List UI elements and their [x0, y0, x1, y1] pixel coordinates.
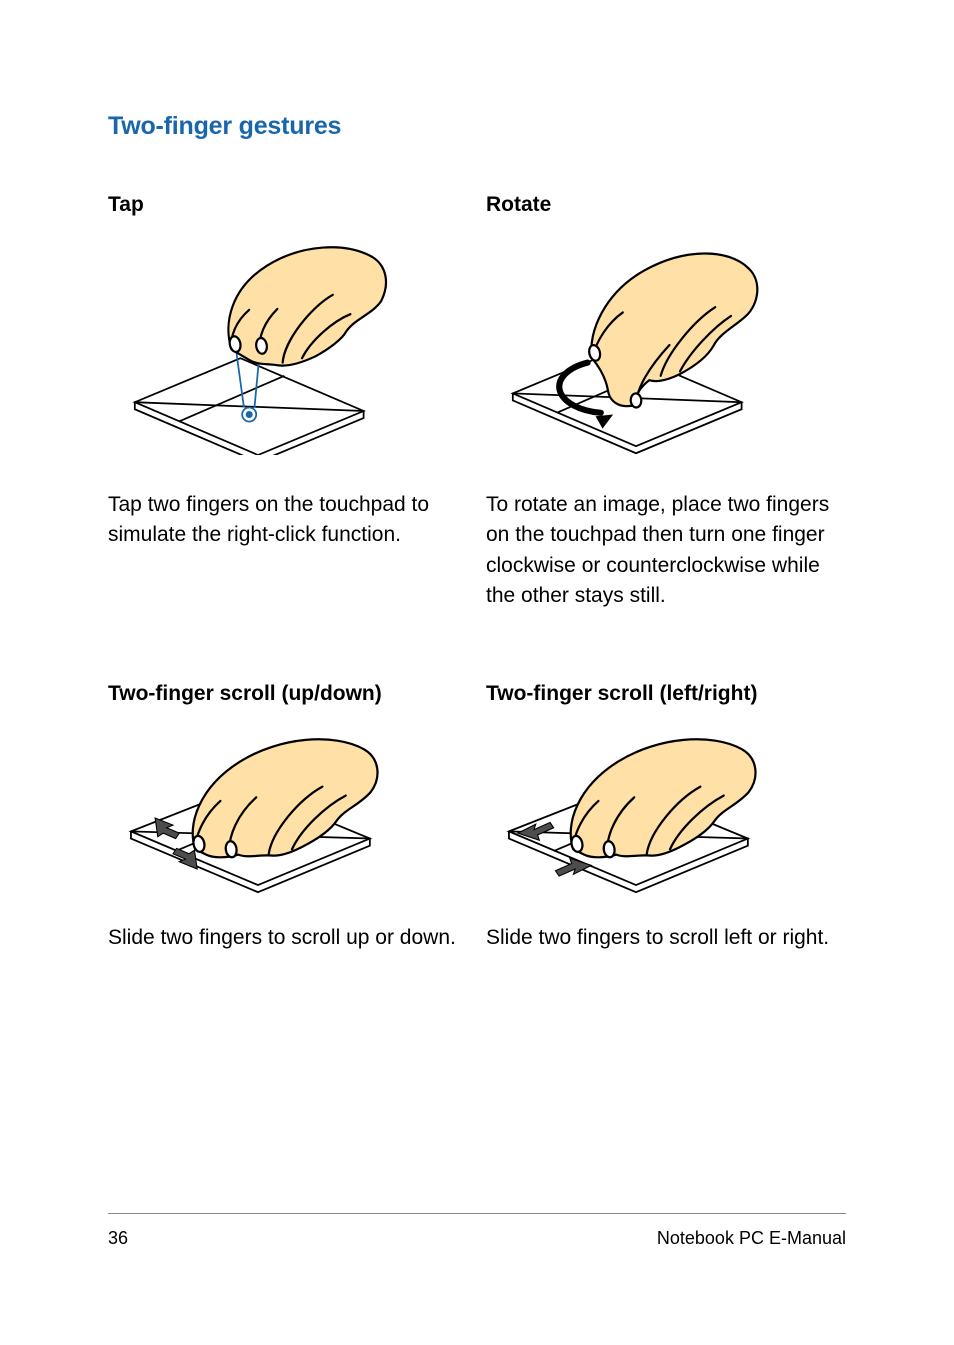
section-title: Two-finger gestures — [108, 112, 846, 141]
gesture-cell-scroll-ud: Two-finger scroll (up/down) — [108, 682, 468, 953]
tap-illustration — [108, 235, 408, 455]
gesture-text: To rotate an image, place two fingers on… — [486, 490, 846, 612]
page-footer: 36 Notebook PC E-Manual — [108, 1213, 846, 1249]
gesture-label: Two-finger scroll (left/right) — [486, 682, 846, 706]
gesture-text: Slide two fingers to scroll left or righ… — [486, 923, 846, 953]
page-number: 36 — [108, 1228, 128, 1249]
gesture-cell-rotate: Rotate — [486, 193, 846, 612]
gesture-label: Two-finger scroll (up/down) — [108, 682, 468, 706]
gesture-label: Tap — [108, 193, 468, 217]
gesture-cell-tap: Tap — [108, 193, 468, 612]
gesture-grid: Tap — [108, 193, 846, 953]
scroll-ud-illustration — [108, 724, 408, 894]
doc-title: Notebook PC E-Manual — [657, 1228, 846, 1249]
rotate-illustration — [486, 235, 786, 455]
gesture-label: Rotate — [486, 193, 846, 217]
gesture-cell-scroll-lr: Two-finger scroll (left/right) — [486, 682, 846, 953]
gesture-text: Slide two fingers to scroll up or down. — [108, 923, 468, 953]
gesture-text: Tap two fingers on the touchpad to simul… — [108, 490, 468, 551]
scroll-lr-illustration — [486, 724, 786, 894]
